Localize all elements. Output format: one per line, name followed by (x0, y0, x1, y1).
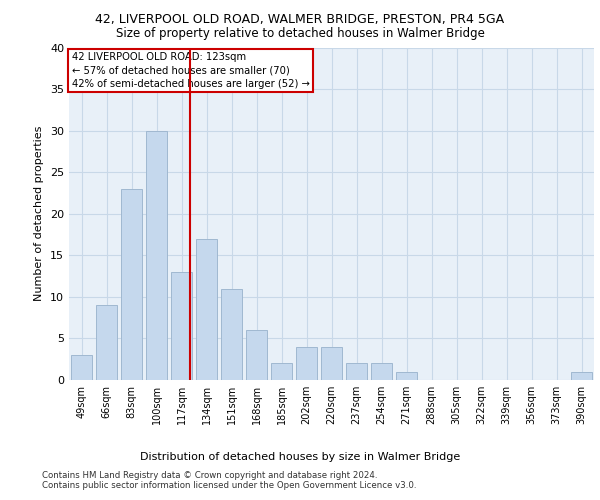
Text: Contains public sector information licensed under the Open Government Licence v3: Contains public sector information licen… (42, 481, 416, 490)
Bar (246, 330, 267, 380)
Text: Contains HM Land Registry data © Crown copyright and database right 2024.: Contains HM Land Registry data © Crown c… (42, 471, 377, 480)
Bar (71, 355, 92, 380)
Bar (221, 288, 242, 380)
Bar (346, 364, 367, 380)
Bar (271, 364, 292, 380)
Bar (96, 305, 117, 380)
Bar (196, 238, 217, 380)
Bar (296, 347, 317, 380)
Bar (321, 347, 342, 380)
Bar (371, 364, 392, 380)
Bar (571, 372, 592, 380)
Bar (396, 372, 417, 380)
Bar (121, 189, 142, 380)
Bar (146, 130, 167, 380)
Y-axis label: Number of detached properties: Number of detached properties (34, 126, 44, 302)
Text: Size of property relative to detached houses in Walmer Bridge: Size of property relative to detached ho… (116, 28, 484, 40)
Text: 42, LIVERPOOL OLD ROAD, WALMER BRIDGE, PRESTON, PR4 5GA: 42, LIVERPOOL OLD ROAD, WALMER BRIDGE, P… (95, 12, 505, 26)
Bar (171, 272, 192, 380)
Text: 42 LIVERPOOL OLD ROAD: 123sqm
← 57% of detached houses are smaller (70)
42% of s: 42 LIVERPOOL OLD ROAD: 123sqm ← 57% of d… (71, 52, 310, 89)
Text: Distribution of detached houses by size in Walmer Bridge: Distribution of detached houses by size … (140, 452, 460, 462)
